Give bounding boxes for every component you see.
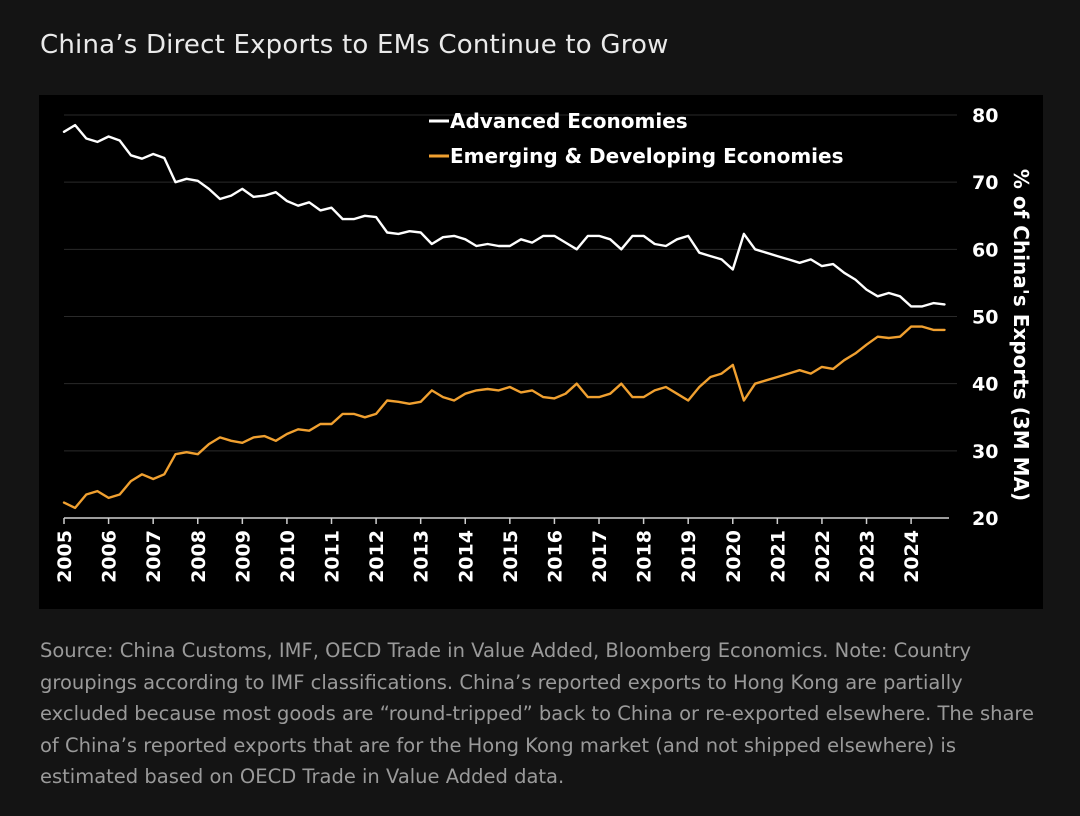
x-tick-label: 2019 <box>678 530 700 583</box>
x-tick-label: 2007 <box>143 530 165 583</box>
grid-lines <box>64 114 957 452</box>
chart-panel: 20 30 40 50 60 70 80 2005 2006 2007 2008 2009 2010 20… <box>39 95 1043 609</box>
legend-label-advanced: Advanced Economies <box>450 109 688 133</box>
y-tick-label: 60 <box>972 239 998 261</box>
x-tick-label: 2017 <box>589 530 611 583</box>
x-tick-label: 2013 <box>411 530 433 583</box>
x-tick-label: 2009 <box>232 530 254 583</box>
x-tick-label: 2023 <box>857 530 879 583</box>
x-tick-label: 2006 <box>99 530 121 583</box>
x-tick-label: 2014 <box>455 530 477 583</box>
y-tick-label: 20 <box>972 508 998 530</box>
x-tick-label: 2021 <box>767 530 789 583</box>
x-tick-label: 2016 <box>544 530 566 583</box>
x-tick-label: 2010 <box>277 530 299 583</box>
legend-label-emerging: Emerging & Developing Economies <box>450 144 843 168</box>
series-line-advanced <box>62 123 946 308</box>
y-tick-label: 50 <box>972 307 998 329</box>
y-axis-label: % of China's Exports (3M MA) <box>1009 169 1033 501</box>
chart-title: China’s Direct Exports to EMs Continue t… <box>40 30 669 60</box>
y-tick-label: 30 <box>972 441 998 463</box>
y-tick-label: 40 <box>972 374 998 396</box>
line-chart: 20 30 40 50 60 70 80 2005 2006 2007 2008 2009 2010 20… <box>54 105 1033 583</box>
source-note: Source: China Customs, IMF, OECD Trade i… <box>40 639 1034 788</box>
x-tick-label: 2005 <box>54 530 76 583</box>
x-tick-label: 2024 <box>901 530 923 583</box>
series-lines <box>62 123 946 510</box>
legend: Advanced Economies Emerging & Developing… <box>429 109 843 168</box>
x-tick-label: 2022 <box>812 530 834 583</box>
x-tick-label: 2020 <box>723 530 745 583</box>
x-tick-label: 2015 <box>500 530 522 583</box>
x-tick-label: 2018 <box>634 530 656 583</box>
series-line-emerging <box>62 325 946 510</box>
y-tick-label: 80 <box>972 105 998 127</box>
x-tick-label: 2011 <box>322 530 344 583</box>
x-tick-label: 2012 <box>366 530 388 583</box>
y-tick-label: 70 <box>972 172 998 194</box>
x-axis: 20 30 40 50 60 70 80 2005 2006 2007 2008 2009 2010 20… <box>54 105 998 583</box>
x-tick-label: 2008 <box>188 530 210 583</box>
